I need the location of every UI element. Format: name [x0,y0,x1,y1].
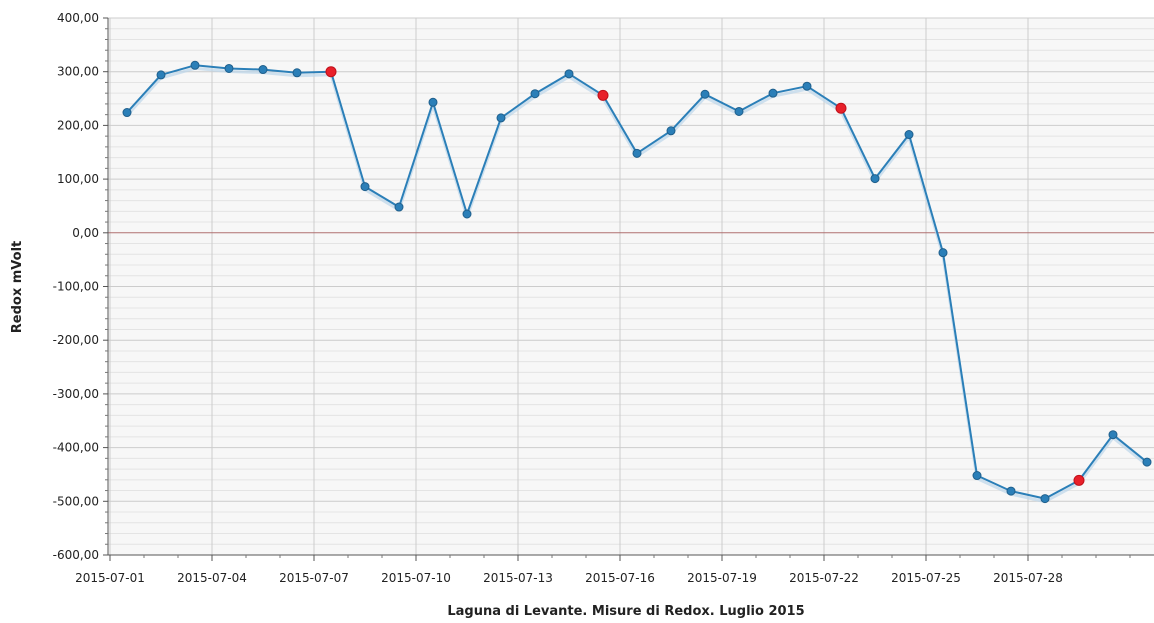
x-axis-ticks: 2015-07-01 2015-07-04 2015-07-07 2015-07-10… [75,555,1131,585]
data-point [938,248,948,258]
y-tick-label: 300,00 [57,65,99,79]
data-point [258,65,268,75]
data-point [224,63,234,73]
data-point [1040,494,1050,504]
data-point [360,182,370,192]
y-tick-label: -600,00 [53,548,99,562]
highlighted-data-point [835,102,847,114]
data-point [462,209,472,219]
data-point [666,126,676,136]
data-point [632,148,642,158]
x-tick-label: 2015-07-22 [789,571,859,585]
data-point [394,202,404,212]
data-point [1142,457,1152,467]
y-tick-label: -500,00 [53,494,99,508]
x-axis-title: Laguna di Levante. Misure di Redox. Lugl… [447,604,804,619]
y-tick-label: -200,00 [53,333,99,347]
y-axis-ticks: 400,00 300,00 200,00 100,00 0,00 -100,00 -200,… [53,11,108,562]
data-point [768,88,778,98]
x-tick-label: 2015-07-13 [483,571,553,585]
data-point [156,70,166,80]
y-tick-label: -100,00 [53,280,99,294]
y-tick-label: -400,00 [53,441,99,455]
redox-series [122,60,1152,504]
data-point [496,113,506,123]
data-point [122,108,132,118]
y-tick-label: 0,00 [72,226,99,240]
y-tick-label: 200,00 [57,118,99,132]
data-point [428,97,438,107]
y-tick-label: 400,00 [57,11,99,25]
grid-lines [108,17,1154,556]
y-tick-label: 100,00 [57,172,99,186]
data-point [564,69,574,79]
data-point [734,106,744,116]
data-point [190,60,200,70]
x-tick-label: 2015-07-04 [177,571,247,585]
x-tick-label: 2015-07-01 [75,571,145,585]
x-tick-label: 2015-07-28 [993,571,1063,585]
data-point [870,174,880,184]
x-tick-label: 2015-07-19 [687,571,757,585]
y-tick-label: -300,00 [53,387,99,401]
highlighted-data-point [597,89,609,101]
data-point [904,130,914,140]
x-tick-label: 2015-07-25 [891,571,961,585]
data-point [1006,486,1016,496]
data-point [530,89,540,99]
x-tick-label: 2015-07-10 [381,571,451,585]
y-axis-title: Redox mVolt [10,241,25,333]
data-point [1108,430,1118,440]
data-point [292,68,302,78]
highlighted-data-point [325,66,337,78]
data-point [802,81,812,91]
data-point [972,471,982,481]
highlighted-data-point [1073,474,1085,486]
data-point [700,89,710,99]
x-tick-label: 2015-07-16 [585,571,655,585]
x-tick-label: 2015-07-07 [279,571,349,585]
